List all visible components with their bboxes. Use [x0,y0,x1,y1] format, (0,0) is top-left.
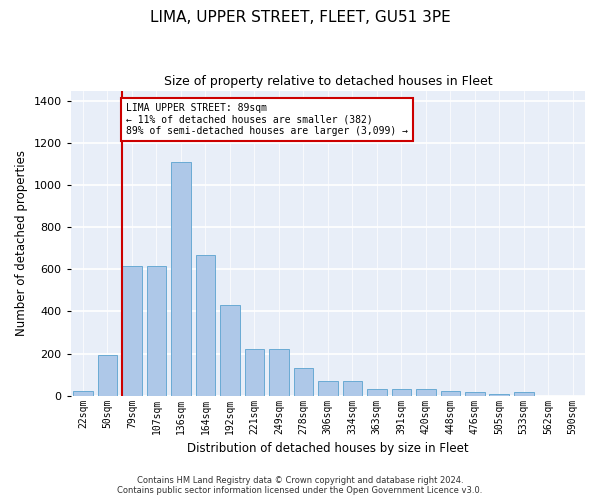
Bar [196,254,215,396]
Bar [73,392,93,396]
Bar [367,390,386,396]
Bar [146,266,166,396]
Bar [318,381,338,396]
Text: Contains HM Land Registry data © Crown copyright and database right 2024.
Contai: Contains HM Land Registry data © Crown c… [118,476,482,495]
Bar [490,394,509,396]
Bar [293,368,313,396]
Bar [514,392,533,396]
Bar [416,390,436,396]
Bar [245,350,264,396]
Bar [392,390,411,396]
Bar [343,381,362,396]
Bar [269,350,289,396]
Text: LIMA, UPPER STREET, FLEET, GU51 3PE: LIMA, UPPER STREET, FLEET, GU51 3PE [149,10,451,25]
Bar [440,392,460,396]
Bar [465,392,485,396]
Bar [220,305,239,396]
Bar [98,354,117,396]
Text: LIMA UPPER STREET: 89sqm
← 11% of detached houses are smaller (382)
89% of semi-: LIMA UPPER STREET: 89sqm ← 11% of detach… [126,103,408,136]
Title: Size of property relative to detached houses in Fleet: Size of property relative to detached ho… [164,75,492,88]
Bar [171,162,191,396]
Bar [122,266,142,396]
X-axis label: Distribution of detached houses by size in Fleet: Distribution of detached houses by size … [187,442,469,455]
Y-axis label: Number of detached properties: Number of detached properties [15,150,28,336]
